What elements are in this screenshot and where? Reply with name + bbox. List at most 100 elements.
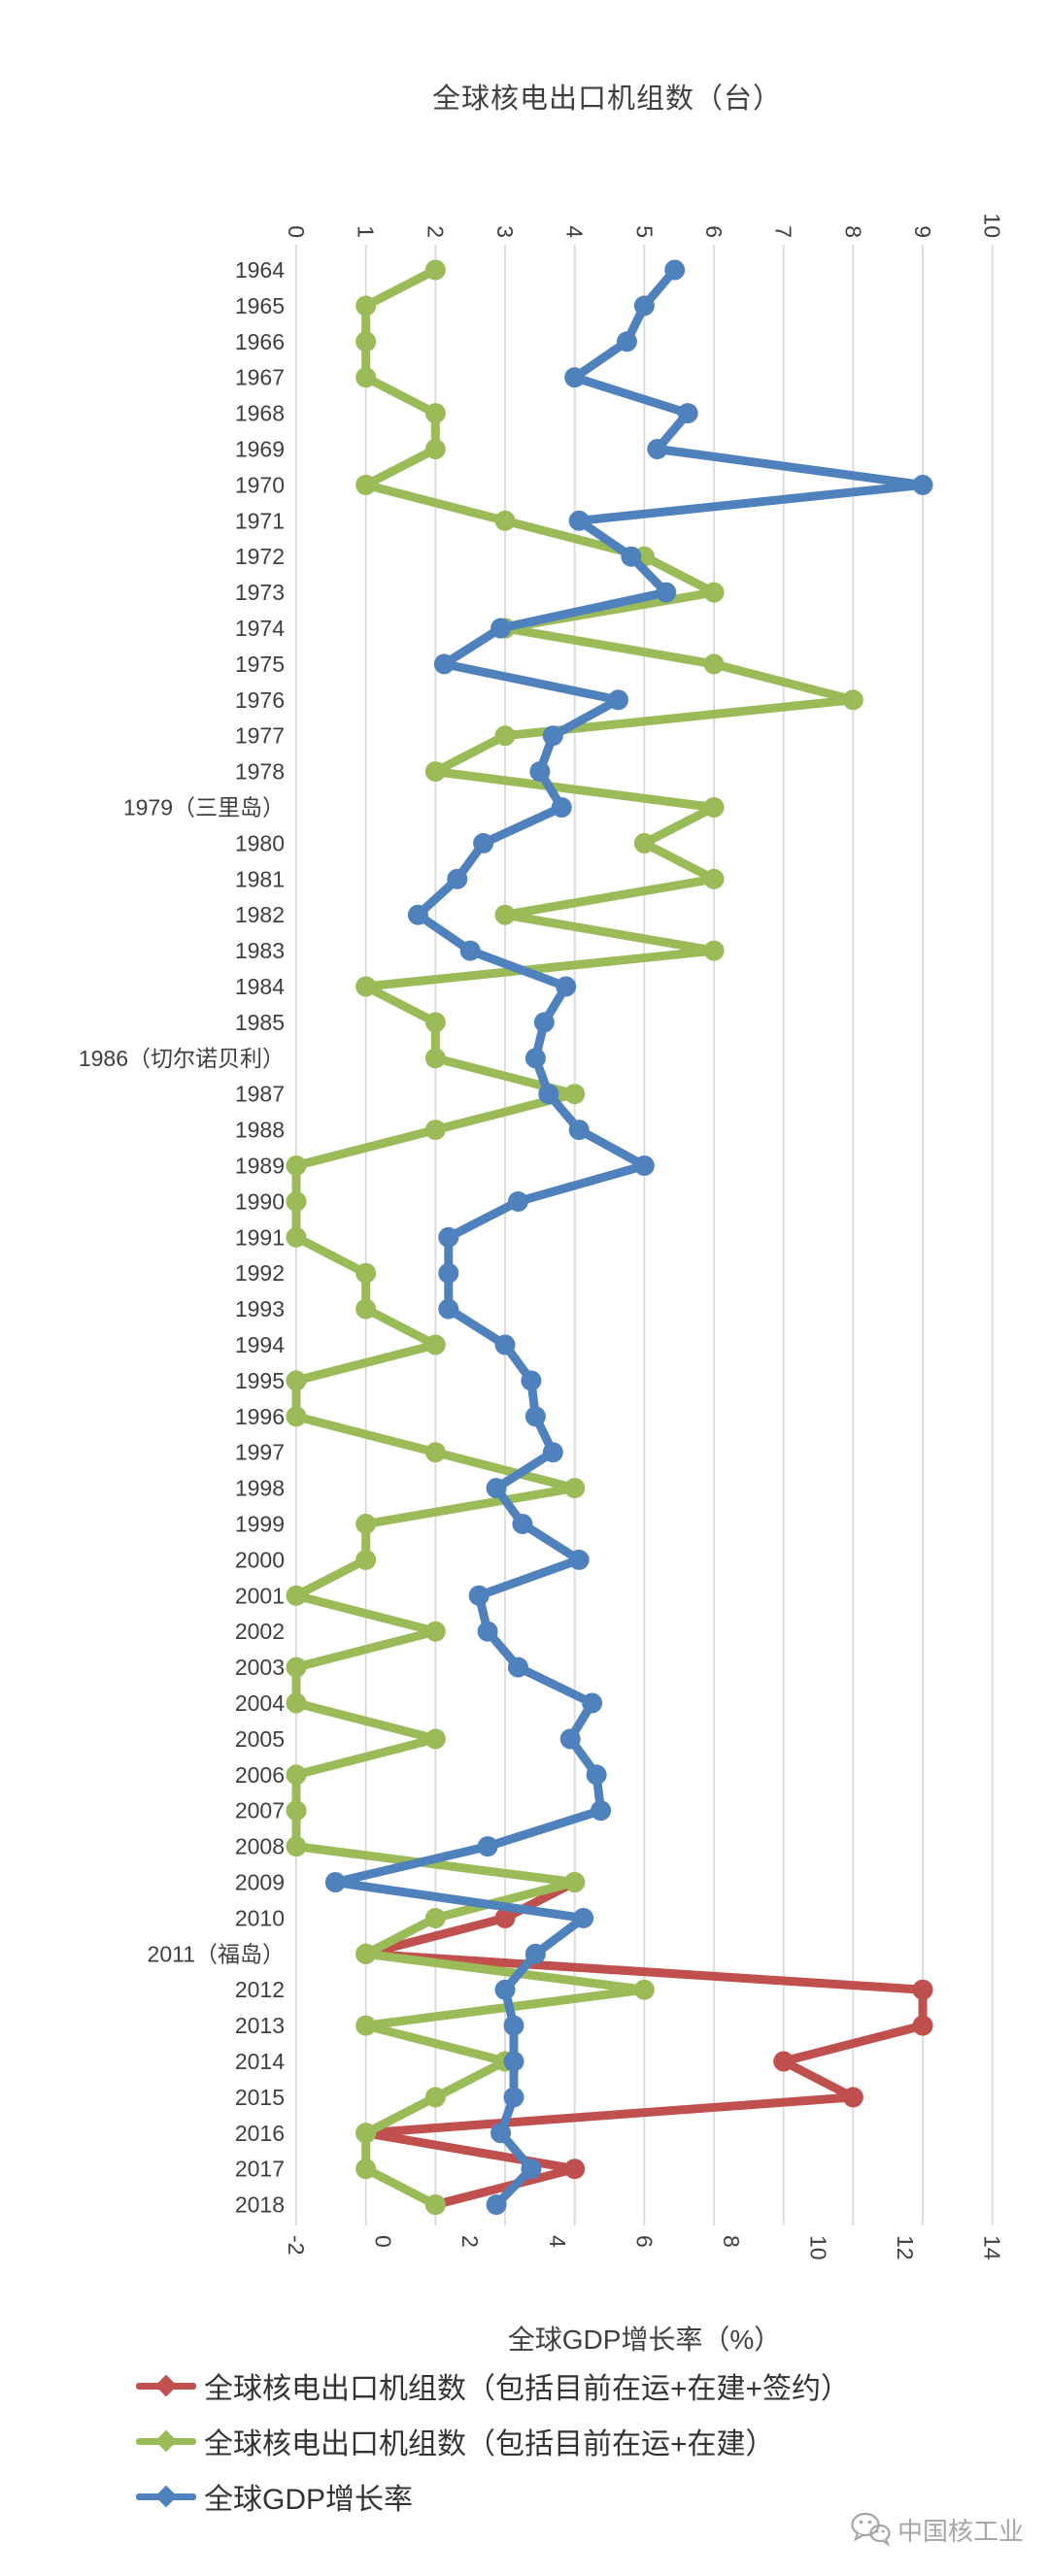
data-point xyxy=(447,868,468,889)
data-point xyxy=(494,904,516,925)
data-point xyxy=(524,1943,546,1964)
data-point xyxy=(564,367,586,388)
data-point xyxy=(633,295,655,317)
year-label: 2005 xyxy=(235,1726,285,1752)
top-axis-tick: 6 xyxy=(701,225,727,238)
data-point xyxy=(424,1334,446,1355)
data-point xyxy=(703,653,725,675)
data-point xyxy=(703,797,725,818)
year-label: 1994 xyxy=(235,1332,285,1357)
data-point xyxy=(286,1836,307,1857)
data-point xyxy=(477,1621,498,1642)
year-label: 1987 xyxy=(235,1082,285,1107)
legend-item-construction: 全球核电出口机组数（包括目前在运+在建） xyxy=(136,2413,850,2468)
data-point xyxy=(551,797,572,818)
legend-marker-blue xyxy=(136,2485,196,2507)
year-label: 1985 xyxy=(235,1010,285,1035)
legend: 全球核电出口机组数（包括目前在运+在建+签约） 全球核电出口机组数（包括目前在运… xyxy=(136,2358,850,2524)
bottom-axis-tick: 2 xyxy=(457,2235,483,2248)
data-point xyxy=(424,1621,446,1642)
year-label: 1999 xyxy=(235,1512,285,1537)
data-point xyxy=(486,2194,507,2216)
data-point xyxy=(424,1048,446,1069)
data-point xyxy=(503,2015,524,2036)
data-point xyxy=(703,940,725,961)
data-point xyxy=(424,2087,446,2108)
data-point xyxy=(433,653,455,675)
data-point xyxy=(524,1048,546,1069)
top-axis-tick: 3 xyxy=(492,225,518,238)
data-point xyxy=(355,367,377,388)
year-label: 2010 xyxy=(235,1905,285,1930)
year-label: 2016 xyxy=(235,2121,285,2146)
year-label: 1970 xyxy=(235,472,285,497)
data-point xyxy=(355,1514,377,1534)
data-point xyxy=(616,331,637,352)
data-point xyxy=(529,761,551,783)
data-point xyxy=(355,2123,377,2144)
data-point xyxy=(912,1979,933,2000)
bottom-axis-tick: 14 xyxy=(980,2235,1005,2260)
year-label: 2003 xyxy=(235,1655,285,1680)
top-axis-tick: 5 xyxy=(631,225,657,238)
data-point xyxy=(568,510,590,531)
data-point xyxy=(286,1226,307,1248)
data-point xyxy=(407,904,428,925)
year-label: 1980 xyxy=(235,830,285,855)
year-label: 2011（福岛） xyxy=(148,1941,285,1966)
data-point xyxy=(521,1370,542,1391)
data-point xyxy=(703,582,725,603)
data-point xyxy=(842,689,863,711)
year-label: 2018 xyxy=(235,2192,285,2218)
data-point xyxy=(355,2015,377,2036)
year-label: 2015 xyxy=(235,2085,285,2110)
year-label: 1967 xyxy=(235,365,285,390)
data-point xyxy=(286,1800,307,1822)
data-point xyxy=(355,1262,377,1284)
data-point xyxy=(424,1728,446,1750)
data-point xyxy=(503,2087,524,2108)
data-point xyxy=(556,976,577,997)
bottom-axis-tick: 8 xyxy=(719,2235,744,2248)
data-point xyxy=(633,1155,655,1176)
year-label: 2006 xyxy=(235,1762,285,1788)
legend-label: 全球核电出口机组数（包括目前在运+在建） xyxy=(204,2427,775,2460)
data-point xyxy=(773,2051,795,2072)
data-point xyxy=(703,868,725,889)
data-point xyxy=(564,2158,586,2180)
data-point xyxy=(633,832,655,853)
data-point xyxy=(512,1514,533,1534)
data-point xyxy=(424,439,446,459)
legend-item-signed: 全球核电出口机组数（包括目前在运+在建+签约） xyxy=(136,2358,850,2413)
wechat-icon xyxy=(851,2512,891,2547)
year-label: 1989 xyxy=(235,1154,285,1179)
data-point xyxy=(842,2087,863,2108)
data-point xyxy=(538,1084,559,1105)
data-point xyxy=(494,1907,516,1928)
year-label: 1969 xyxy=(235,437,285,462)
data-point xyxy=(424,403,446,424)
year-label: 1974 xyxy=(235,616,285,641)
data-point xyxy=(564,1084,586,1105)
year-label: 1979（三里岛） xyxy=(123,795,285,820)
bottom-axis-tick: 10 xyxy=(806,2235,831,2260)
year-label: 1968 xyxy=(235,401,285,426)
data-point xyxy=(573,1907,594,1928)
data-point xyxy=(459,940,481,961)
year-label: 1988 xyxy=(235,1118,285,1143)
data-point xyxy=(355,976,377,997)
top-axis-tick: 2 xyxy=(423,225,448,238)
data-point xyxy=(286,1155,307,1176)
legend-marker-green xyxy=(136,2429,196,2452)
data-point xyxy=(424,761,446,783)
year-label: 1982 xyxy=(235,902,285,927)
data-point xyxy=(494,510,516,531)
data-point xyxy=(568,1120,590,1141)
data-point xyxy=(473,832,494,853)
bottom-axis-tick: 12 xyxy=(893,2235,918,2260)
year-label: 1993 xyxy=(235,1296,285,1321)
top-axis-tick: 7 xyxy=(771,225,796,238)
data-point xyxy=(564,1478,586,1499)
data-point xyxy=(494,1334,516,1355)
